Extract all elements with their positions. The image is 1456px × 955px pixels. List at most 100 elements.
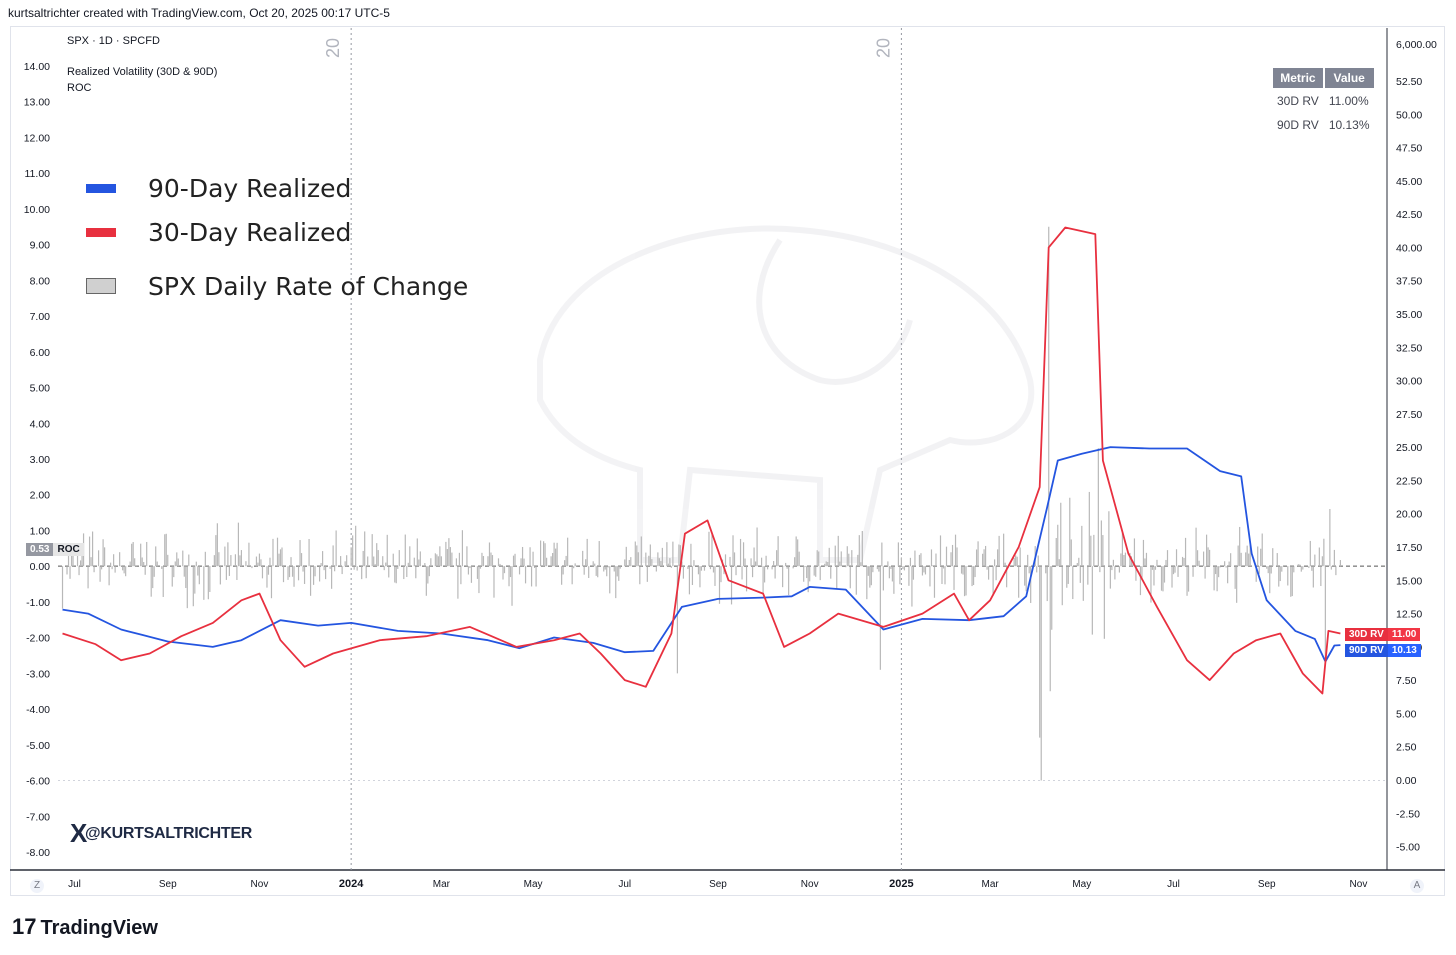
right-tick-label: 42.50 xyxy=(1396,209,1422,221)
time-tick-label: 2025 xyxy=(889,878,913,890)
left-tick-label: -1.00 xyxy=(26,597,50,609)
right-tick-label: 15.00 xyxy=(1396,575,1422,587)
table-row: 30D RV 11.00% xyxy=(1273,90,1374,112)
time-tick-label: Jul xyxy=(618,879,631,890)
rv30-tag-value: 11.00 xyxy=(1387,628,1421,641)
left-tick-label: 9.00 xyxy=(30,240,51,252)
left-tick-label: -3.00 xyxy=(26,668,50,680)
rv90-price-tag: 90D RV 10.13 xyxy=(1345,644,1421,657)
table-row: 90D RV 10.13% xyxy=(1273,114,1374,136)
left-tick-label: -8.00 xyxy=(26,847,50,859)
roc-tag-value: 0.53 xyxy=(30,544,50,555)
tradingview-mark-icon: 17 xyxy=(12,914,37,939)
time-tick-label: May xyxy=(524,879,543,890)
chart-grid: 20 20 xyxy=(10,28,1445,871)
rv90-tag-value: 10.13 xyxy=(1387,644,1421,657)
left-tick-label: 3.00 xyxy=(30,454,51,466)
chart-legend: 90-Day Realized 30-Day Realized SPX Dail… xyxy=(86,166,468,308)
bear-watermark-icon xyxy=(537,225,1035,563)
left-tick-label: -4.00 xyxy=(26,704,50,716)
time-tick-label: Sep xyxy=(709,879,727,890)
left-tick-label: 8.00 xyxy=(30,275,51,287)
legend-swatch-30d xyxy=(86,227,116,237)
right-tick-label: 50.00 xyxy=(1396,109,1422,121)
right-tick-label: -5.00 xyxy=(1396,842,1420,854)
time-tick-label: May xyxy=(1072,879,1091,890)
right-tick-label: 22.50 xyxy=(1396,475,1422,487)
tradingview-brand: TradingView xyxy=(40,917,158,939)
time-tick-label: Sep xyxy=(1258,879,1276,890)
roc-line[interactable]: ROC xyxy=(67,82,92,94)
metric-cell: 30D RV xyxy=(1277,94,1319,108)
roc-bars xyxy=(61,226,1341,781)
value-cell: 10.13% xyxy=(1328,118,1370,132)
metric-header: Metric xyxy=(1273,68,1323,88)
left-tick-label: 2.00 xyxy=(30,490,51,502)
time-tick-label: Sep xyxy=(159,879,177,890)
right-tick-label: 2.50 xyxy=(1396,742,1417,754)
right-tick-label: 5.00 xyxy=(1396,708,1417,720)
left-tick-label: 13.00 xyxy=(24,97,50,109)
legend-label-30d: 30-Day Realized xyxy=(148,217,352,247)
right-tick-label: 30.00 xyxy=(1396,376,1422,388)
right-tick-label: 52.50 xyxy=(1396,76,1422,88)
time-tick-label: Mar xyxy=(433,879,451,890)
right-tick-label: 45.00 xyxy=(1396,176,1422,188)
time-tick-label: 2024 xyxy=(339,878,364,890)
rv30-tag-name: 30D RV xyxy=(1349,629,1384,640)
time-tick-label: Nov xyxy=(251,879,269,890)
time-tick-label: Mar xyxy=(981,879,999,890)
right-axis: 6,000.00 52.50 50.00 47.50 45.00 42.50 40.00 37… xyxy=(1396,39,1437,854)
legend-label-90d: 90-Day Realized xyxy=(148,173,352,203)
left-axis: 14.00 13.00 12.00 11.00 10.00 9.00 8.00 7.00 6.0… xyxy=(24,61,50,859)
legend-swatch-90d xyxy=(86,183,116,193)
roc-price-tag: 0.53 ROC xyxy=(26,543,84,556)
right-tick-label: 47.50 xyxy=(1396,143,1422,155)
right-tick-label: 40.00 xyxy=(1396,242,1422,254)
left-tick-label: -7.00 xyxy=(26,811,50,823)
handle-text: @KURTSALTRICHTER xyxy=(85,825,252,842)
rv30-price-tag: 30D RV 11.00 xyxy=(1345,628,1421,641)
left-tick-label: 10.00 xyxy=(24,204,50,216)
time-tick-label: Nov xyxy=(801,879,819,890)
left-tick-label: 6.00 xyxy=(30,347,51,359)
indicator-line[interactable]: Realized Volatility (30D & 90D) xyxy=(67,66,218,78)
series-line-30d xyxy=(62,226,1341,695)
symbol-line[interactable]: SPX · 1D · SPCFD xyxy=(67,35,160,47)
time-tick-label: Jul xyxy=(1167,879,1180,890)
right-tick-label: 17.50 xyxy=(1396,542,1422,554)
legend-swatch-roc xyxy=(86,278,116,294)
right-tick-label: 20.00 xyxy=(1396,509,1422,521)
right-tick-label: 12.50 xyxy=(1396,609,1422,621)
left-tick-label: -5.00 xyxy=(26,740,50,752)
left-tick-label: 5.00 xyxy=(30,383,51,395)
right-tick-label: 27.50 xyxy=(1396,409,1422,421)
auto-scale-button[interactable]: A xyxy=(1410,879,1424,893)
right-tick-label: -2.50 xyxy=(1396,808,1420,820)
right-tick-label: 0.00 xyxy=(1396,775,1417,787)
legend-label-roc: SPX Daily Rate of Change xyxy=(148,271,469,301)
left-tick-label: 14.00 xyxy=(24,61,50,73)
left-tick-label: 0.00 xyxy=(30,561,51,573)
legend-item-30d: 30-Day Realized xyxy=(86,210,468,254)
x-logo-icon: X xyxy=(70,818,88,848)
time-tick-label: Nov xyxy=(1350,879,1368,890)
value-cell: 11.00% xyxy=(1328,94,1369,108)
left-tick-label: 1.00 xyxy=(30,525,51,537)
left-tick-label: -6.00 xyxy=(26,776,50,788)
right-tick-label: 32.50 xyxy=(1396,342,1422,354)
right-tick-label: 25.00 xyxy=(1396,442,1422,454)
author-handle: X@KURTSALTRICHTER xyxy=(70,818,252,849)
metric-cell: 90D RV xyxy=(1277,118,1319,132)
left-tick-label: 7.00 xyxy=(30,311,51,323)
timezone-button[interactable]: Z xyxy=(30,879,44,893)
metric-table: Metric Value 30D RV 11.00% 90D RV 10.13% xyxy=(1271,66,1376,138)
time-tick-label: Jul xyxy=(68,879,81,890)
series-line-90d xyxy=(62,446,1341,663)
time-axis: Jul Sep Nov 2024 Mar May Jul Sep Nov 2025 Mar May Ju… xyxy=(68,878,1367,890)
value-header: Value xyxy=(1324,68,1374,88)
tradingview-logo[interactable]: 17 TradingView xyxy=(12,914,158,940)
right-tick-label: 37.50 xyxy=(1396,276,1422,288)
rv-lines xyxy=(62,226,1341,695)
